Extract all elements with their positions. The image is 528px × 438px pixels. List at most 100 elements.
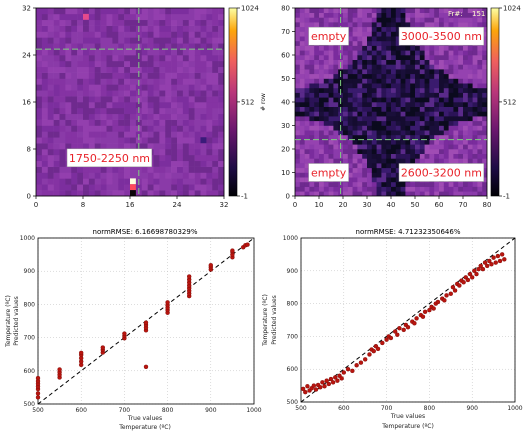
heatmap-cell [171,172,178,179]
heatmap-cell [299,26,305,32]
heatmap-cell [218,8,225,15]
heatmap-cell [100,113,107,120]
heatmap-cell [112,60,119,68]
heatmap-cell [94,19,101,26]
heatmap-cell [200,43,207,50]
heatmap-cell [357,120,363,126]
heatmap-cell [71,107,78,115]
heatmap-cell [429,55,435,60]
heatmap-cell [477,120,483,126]
heatmap-cell [65,49,72,56]
heatmap-cell [100,66,107,73]
heatmap-cell [453,144,459,150]
heatmap-cell [434,59,440,65]
heatmap-cell [309,73,315,79]
heatmap-cell [463,92,469,98]
heatmap-cell [472,191,478,196]
heatmap-cell [100,19,107,26]
heatmap-cell [130,172,137,179]
heatmap-cell [100,37,107,44]
heatmap-cell [357,97,363,103]
heatmap-cell [405,116,411,122]
heatmap-cell [295,111,301,117]
heatmap-cell [165,160,172,167]
heatmap-cell [472,116,478,122]
heatmap-cell [118,143,125,150]
heatmap-cell [53,119,60,126]
heatmap-cell [323,83,329,89]
heatmap-cell [424,111,430,117]
heatmap-cell [299,92,305,98]
heatmap-cell [453,111,459,117]
heatmap-cell [424,50,430,56]
heatmap-cell [357,8,363,13]
heatmap-cell [53,78,60,85]
heatmap-cell [352,167,358,173]
heatmap-cell [400,120,406,126]
heatmap-cell [194,119,201,126]
heatmap-cell [343,149,349,154]
heatmap-cell [371,69,377,75]
heatmap-cell [371,92,377,98]
heatmap-cell [357,149,363,154]
heatmap-cell [153,149,160,156]
heatmap-cell [188,43,195,50]
heatmap-cell [400,50,406,56]
heatmap-cell [165,8,172,15]
heatmap-cell [153,143,160,150]
heatmap-cell [314,83,320,89]
heatmap-cell [338,120,344,126]
heatmap-cell [419,181,425,187]
heatmap-cell [177,96,184,103]
heatmap-cell [323,144,329,150]
heatmap-cell [458,83,464,89]
heatmap-cell [182,19,190,26]
heatmap-cell [112,31,119,38]
heatmap-cell [299,177,305,183]
heatmap-cell [352,55,358,60]
heatmap-cell [200,184,207,191]
heatmap-cell [36,143,43,150]
heatmap-cell [419,120,425,126]
heatmap-cell [467,181,473,187]
heatmap-cell [371,102,377,107]
data-point [57,367,62,372]
heatmap-cell [434,130,440,136]
heatmap-cell [419,134,425,140]
heatmap-cell [41,13,49,21]
heatmap-cell [194,172,201,179]
heatmap-cell [376,153,382,159]
heatmap-cell [171,190,178,197]
heatmap-cell [371,36,377,42]
heatmap-cell [177,107,184,115]
heatmap-cell [467,59,473,65]
heatmap-cell [65,84,72,91]
heatmap-cell [367,177,373,183]
heatmap-cell [472,106,478,112]
heatmap-cell [304,186,310,192]
heatmap-cell [165,13,172,21]
heatmap-cell [188,149,195,156]
heatmap-cell [477,111,483,117]
heatmap-cell [458,125,464,131]
heatmap-cell [405,191,411,196]
heatmap-cell [386,111,392,117]
heatmap-cell [47,31,54,38]
heatmap-cell [376,191,382,196]
heatmap-cell [71,113,78,120]
heatmap-cell [429,69,435,75]
heatmap-cell [153,113,160,120]
heatmap-cell [319,120,325,126]
heatmap-cell [206,102,213,109]
heatmap-cell [362,172,368,178]
heatmap-cell [343,87,349,93]
heatmap-cell [333,130,339,136]
heatmap-cell [314,125,320,131]
heatmap-cell [410,158,416,164]
heatmap-cell [106,107,113,115]
heatmap-cell [319,153,325,159]
heatmap-cell [323,78,329,84]
heatmap-cell [153,8,160,15]
heatmap-cell [124,125,131,132]
heatmap-cell [376,59,382,65]
